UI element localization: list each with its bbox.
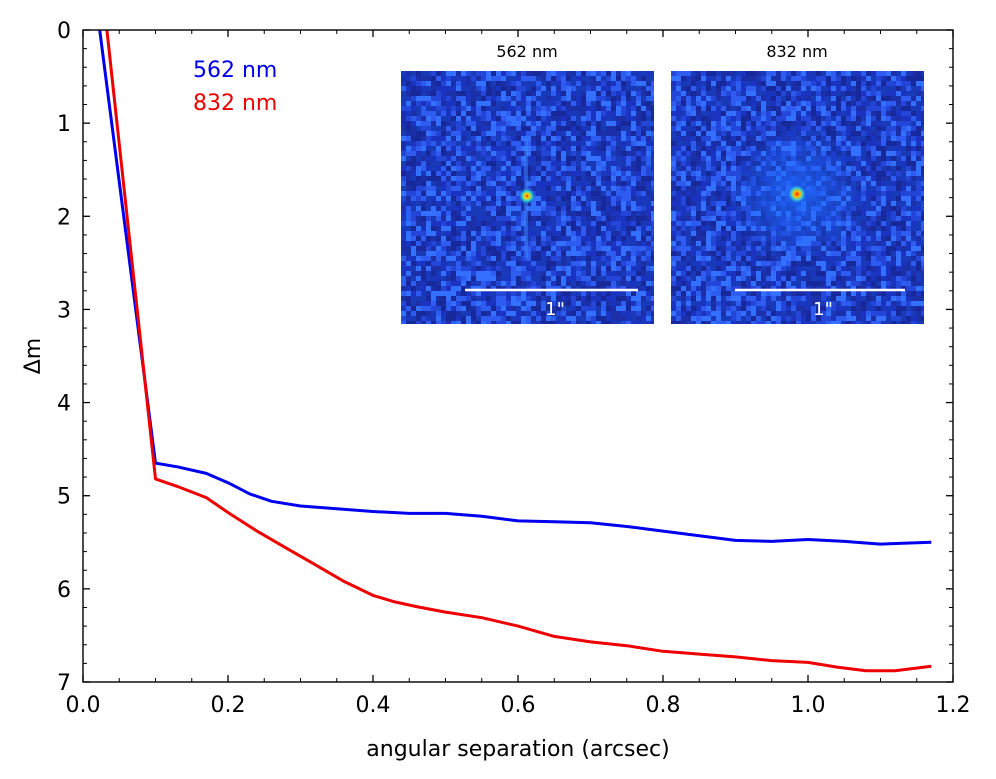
curves-layer [98, 30, 932, 673]
x-tick-label: 1.0 [791, 693, 826, 718]
inset-562nm-speckle [401, 71, 654, 324]
y-tick-label: 3 [57, 298, 71, 323]
inset-832nm-star [787, 184, 807, 204]
axis-ticks: 0.0 0.2 0.4 0.6 0.8 1.0 1.2 0 1 2 3 4 5 6 7 [57, 19, 971, 718]
y-tick-label: 1 [57, 112, 71, 137]
inset-562nm-star [518, 187, 536, 205]
y-axis-label: Δm [21, 338, 46, 374]
x-tick-label: 0.2 [211, 693, 246, 718]
inset-832nm-title: 832 nm [766, 42, 827, 61]
x-axis-label: angular separation (arcsec) [366, 737, 669, 762]
x-tick-label: 1.2 [936, 693, 971, 718]
inset-832nm-scale-label: 1" [813, 299, 833, 320]
y-tick-label: 7 [57, 671, 71, 696]
y-tick-label: 2 [57, 205, 71, 230]
y-tick-label: 5 [57, 485, 71, 510]
inset-562nm-title: 562 nm [496, 42, 557, 61]
inset-832nm: 832 nm 1" [671, 42, 924, 324]
x-tick-label: 0.0 [66, 693, 101, 718]
legend-entry-562nm: 562 nm [193, 58, 277, 83]
x-tick-label: 0.4 [356, 693, 391, 718]
inset-562nm: 562 nm 1" [401, 42, 654, 324]
y-tick-label: 4 [57, 392, 71, 417]
x-tick-label: 0.6 [501, 693, 536, 718]
x-tick-label: 0.8 [646, 693, 681, 718]
legend-entry-832nm: 832 nm [193, 91, 277, 116]
series-line-562nm [98, 30, 932, 546]
series-line-832nm [105, 30, 932, 673]
inset-562nm-scale-label: 1" [545, 299, 565, 320]
y-tick-label: 6 [57, 578, 71, 603]
y-tick-label: 0 [57, 19, 71, 44]
